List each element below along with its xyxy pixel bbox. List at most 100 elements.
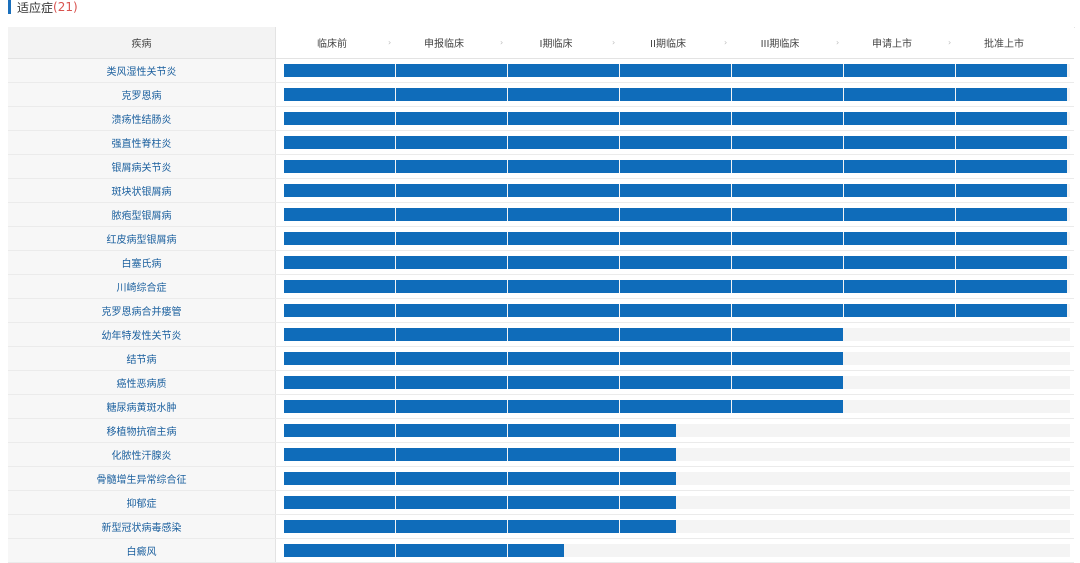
progress-segment [732, 256, 843, 269]
progress-segment [284, 136, 395, 149]
progress-segment [396, 352, 507, 365]
progress-segment [956, 232, 1067, 245]
progress-segment [396, 520, 507, 533]
table-row: 克罗恩病合并瘘管 [8, 299, 1074, 323]
table-row: 移植物抗宿主病 [8, 419, 1074, 443]
progress-segment [508, 184, 619, 197]
indication-link[interactable]: 红皮病型银屑病 [8, 227, 276, 250]
progress-segment [732, 136, 843, 149]
progress-segment [396, 400, 507, 413]
progress-segment [732, 232, 843, 245]
progress-segment [284, 520, 395, 533]
progress-segment [284, 472, 395, 485]
indication-link[interactable]: 抑郁症 [8, 491, 276, 514]
indication-link[interactable]: 糖尿病黄斑水肿 [8, 395, 276, 418]
progress-segment [844, 256, 955, 269]
progress-segment [508, 280, 619, 293]
stage-header-5: III期临床 [760, 39, 800, 50]
indication-link[interactable]: 类风湿性关节炎 [8, 59, 276, 82]
progress-segment [284, 208, 395, 221]
progress-segment [508, 304, 619, 317]
progress-segment [284, 160, 395, 173]
progress-segment [508, 88, 619, 101]
progress-track [284, 88, 1070, 101]
indication-link[interactable]: 白塞氏病 [8, 251, 276, 274]
stage-header-7: 批准上市 [984, 39, 1024, 50]
indication-rows: 类风湿性关节炎 克罗恩病 溃疡性结肠炎 强直性脊柱炎 银屑病关节炎 斑块状银屑病 脓疱型银屑… [8, 59, 1074, 563]
table-row: 化脓性汗腺炎 [8, 443, 1074, 467]
progress-segment [508, 520, 619, 533]
indication-link[interactable]: 溃疡性结肠炎 [8, 107, 276, 130]
chevron-right-icon: › [948, 38, 952, 47]
progress-segment [844, 64, 955, 77]
progress-segment [508, 232, 619, 245]
progress-segment [284, 112, 395, 125]
indication-link[interactable]: 银屑病关节炎 [8, 155, 276, 178]
progress-segment [396, 136, 507, 149]
indication-link[interactable]: 强直性脊柱炎 [8, 131, 276, 154]
progress-segment [284, 88, 395, 101]
progress-segment [396, 88, 507, 101]
table-row: 强直性脊柱炎 [8, 131, 1074, 155]
progress-segment [508, 256, 619, 269]
indication-link[interactable]: 克罗恩病合并瘘管 [8, 299, 276, 322]
progress-track [284, 400, 1070, 413]
progress-segment [732, 280, 843, 293]
progress-segment [620, 160, 731, 173]
indication-link[interactable]: 骨髓增生异常综合征 [8, 467, 276, 490]
indication-link[interactable]: 脓疱型银屑病 [8, 203, 276, 226]
table-row: 溃疡性结肠炎 [8, 107, 1074, 131]
progress-segment [844, 160, 955, 173]
indication-link[interactable]: 白癜风 [8, 539, 276, 562]
progress-segment [956, 112, 1067, 125]
indication-link[interactable]: 化脓性汗腺炎 [8, 443, 276, 466]
progress-segment-partial [620, 496, 676, 509]
progress-track [284, 256, 1070, 269]
progress-segment [284, 256, 395, 269]
progress-segment [620, 256, 731, 269]
progress-segment [284, 328, 395, 341]
progress-segment [508, 448, 619, 461]
progress-segment [620, 328, 731, 341]
progress-segment [396, 208, 507, 221]
table-row: 新型冠状病毒感染 [8, 515, 1074, 539]
progress-segment [396, 256, 507, 269]
indication-count: (21) [53, 0, 78, 14]
indication-link[interactable]: 斑块状银屑病 [8, 179, 276, 202]
progress-segment [284, 352, 395, 365]
progress-segment-partial [620, 424, 676, 437]
indication-link[interactable]: 川崎综合症 [8, 275, 276, 298]
progress-segment [396, 160, 507, 173]
progress-segment [396, 280, 507, 293]
table-row: 白癜风 [8, 539, 1074, 563]
progress-track [284, 352, 1070, 365]
progress-segment [620, 136, 731, 149]
indication-link[interactable]: 克罗恩病 [8, 83, 276, 106]
progress-segment [956, 184, 1067, 197]
progress-segment [956, 64, 1067, 77]
indication-link[interactable]: 新型冠状病毒感染 [8, 515, 276, 538]
progress-segment [284, 496, 395, 509]
progress-segment [844, 136, 955, 149]
progress-segment [732, 400, 843, 413]
chevron-right-icon: › [836, 38, 840, 47]
progress-segment [396, 544, 507, 557]
indication-link[interactable]: 癌性恶病质 [8, 371, 276, 394]
progress-track [284, 280, 1070, 293]
progress-segment [844, 280, 955, 293]
progress-track [284, 184, 1070, 197]
indication-link[interactable]: 幼年特发性关节炎 [8, 323, 276, 346]
indication-link[interactable]: 结节病 [8, 347, 276, 370]
progress-segment [732, 328, 843, 341]
progress-segment [508, 472, 619, 485]
progress-segment [284, 448, 395, 461]
progress-track [284, 160, 1070, 173]
stage-header-3: I期临床 [539, 39, 573, 50]
indication-link[interactable]: 移植物抗宿主病 [8, 419, 276, 442]
progress-segment [956, 88, 1067, 101]
progress-track [284, 304, 1070, 317]
progress-segment [508, 352, 619, 365]
table-row: 白塞氏病 [8, 251, 1074, 275]
progress-track [284, 448, 1070, 461]
chevron-right-icon: › [388, 38, 392, 47]
